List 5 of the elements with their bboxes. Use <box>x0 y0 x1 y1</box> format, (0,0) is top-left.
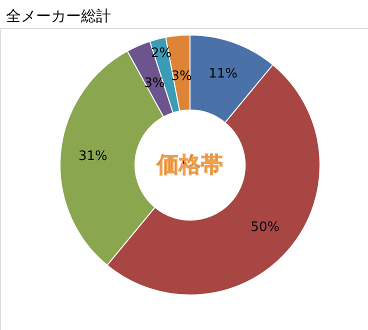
data-label: 50% <box>250 220 280 236</box>
data-label: 11% <box>208 66 238 82</box>
data-label: 31% <box>78 148 108 164</box>
chart-title: 全メーカー総計 <box>6 7 111 25</box>
text: 価格帯 <box>156 153 223 178</box>
